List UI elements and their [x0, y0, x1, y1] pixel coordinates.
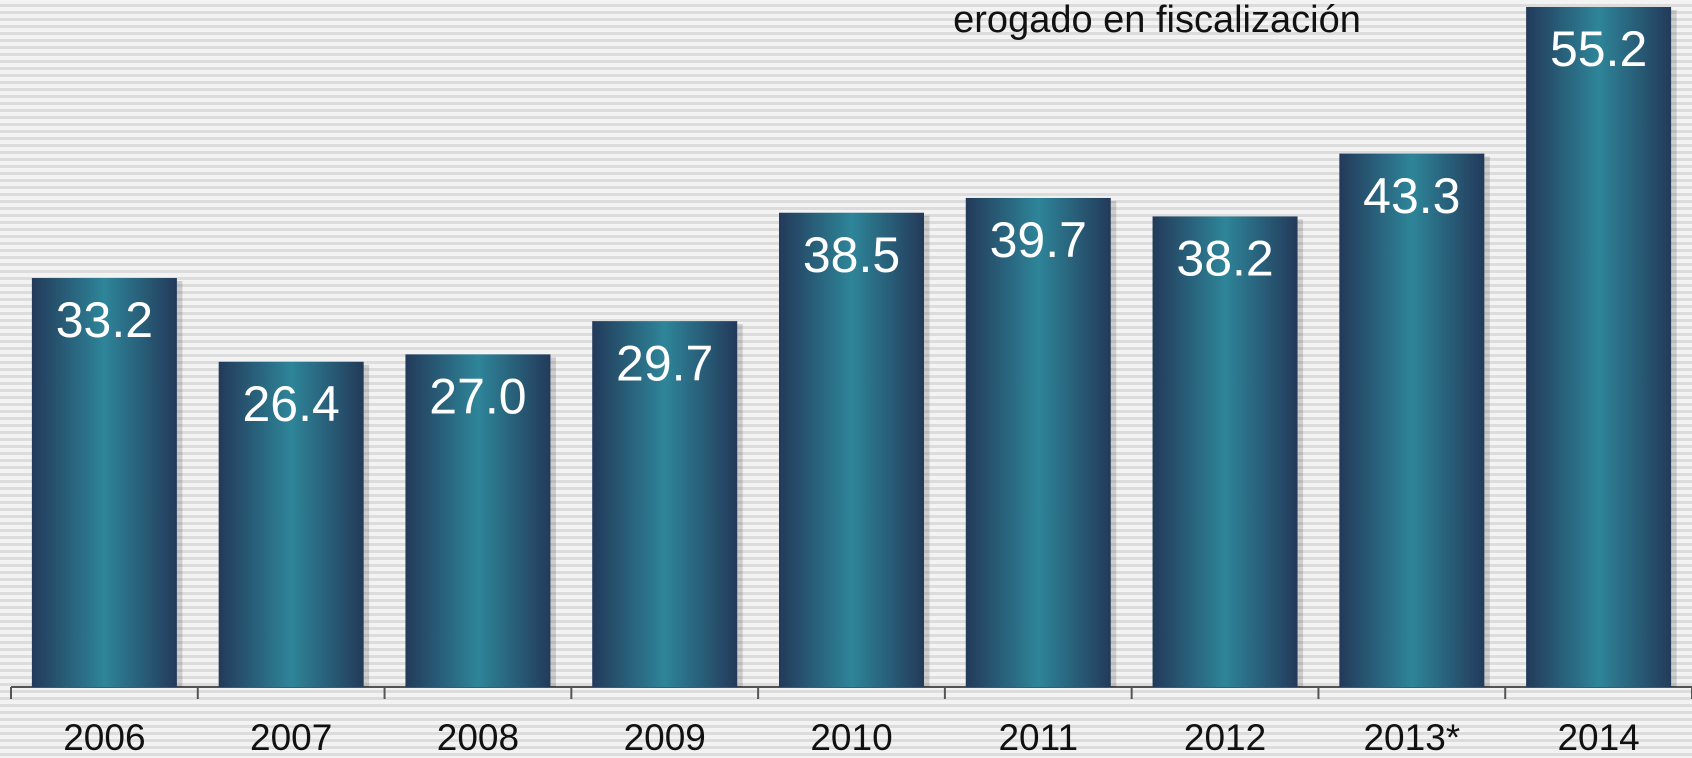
data-label: 55.2 — [1550, 21, 1647, 77]
x-tick-label: 2009 — [624, 717, 706, 758]
bar — [965, 197, 1111, 688]
bar — [779, 212, 924, 687]
data-label: 38.2 — [1176, 231, 1273, 287]
x-tick-label: 2008 — [437, 717, 519, 758]
bar — [31, 278, 177, 687]
bar — [1339, 153, 1485, 687]
x-tick-label: 2007 — [250, 717, 332, 758]
data-label: 29.7 — [616, 335, 713, 391]
bar — [218, 361, 364, 687]
x-tick-label: 2012 — [1184, 717, 1266, 758]
x-tick-label: 2006 — [63, 717, 145, 758]
data-label: 26.4 — [243, 376, 340, 432]
data-label: 39.7 — [990, 212, 1087, 268]
x-tick-label: 2010 — [810, 717, 892, 758]
bar — [1152, 216, 1298, 687]
bar — [592, 321, 738, 687]
data-label: 27.0 — [429, 369, 526, 425]
chart-title: erogado en fiscalización — [953, 0, 1361, 41]
bar — [405, 354, 551, 687]
data-label: 38.5 — [803, 227, 900, 283]
x-tick-label: 2014 — [1557, 717, 1639, 758]
data-label: 33.2 — [56, 292, 153, 348]
data-label: 43.3 — [1363, 168, 1460, 224]
x-tick-label: 2013* — [1363, 717, 1460, 758]
x-tick-label: 2011 — [998, 717, 1078, 758]
bar — [1526, 7, 1672, 687]
